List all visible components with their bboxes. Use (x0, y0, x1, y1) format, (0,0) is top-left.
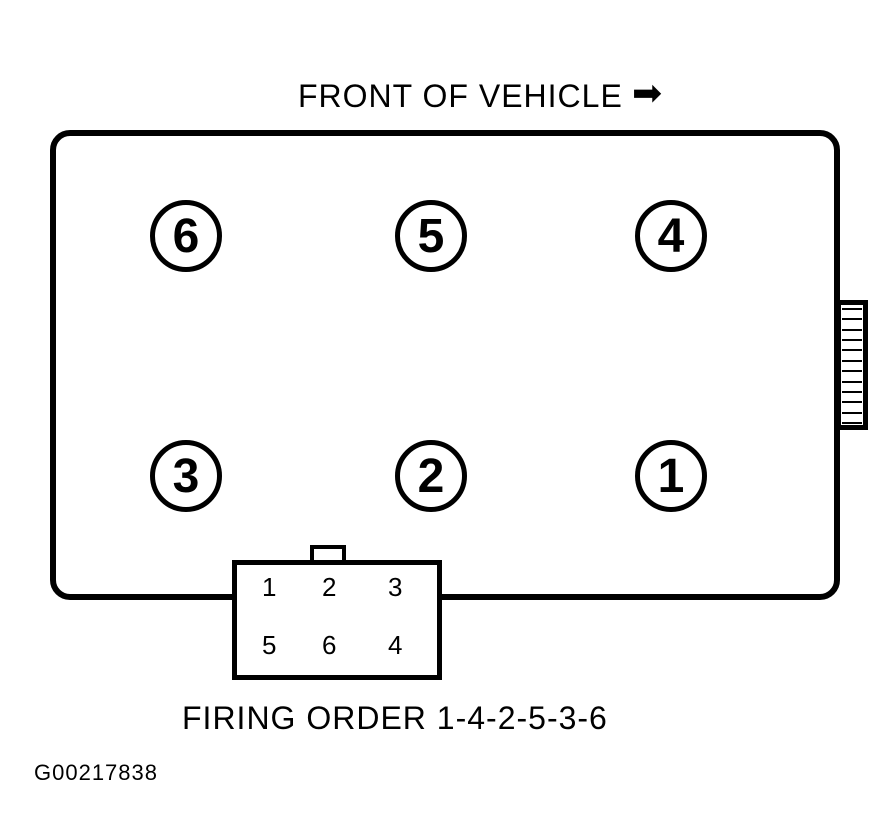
arrow-right-icon: ➡ (632, 72, 662, 114)
cylinder-label: 5 (418, 209, 445, 264)
cylinder-label: 6 (173, 209, 200, 264)
side-connector-tick (842, 381, 862, 383)
connector-pin-2: 2 (322, 572, 336, 603)
engine-outline (50, 130, 840, 600)
cylinder-2: 2 (395, 440, 467, 512)
cylinder-label: 2 (418, 449, 445, 504)
cylinder-label: 4 (658, 209, 685, 264)
side-connector-tick (842, 391, 862, 393)
cylinder-4: 4 (635, 200, 707, 272)
connector-pin-6: 6 (322, 630, 336, 661)
side-connector-tick (842, 360, 862, 362)
side-connector-tick (842, 422, 862, 424)
side-connector-tick (842, 318, 862, 320)
cylinder-label: 1 (658, 449, 685, 504)
firing-order-label: FIRING ORDER 1-4-2-5-3-6 (182, 700, 608, 737)
connector-pin-1: 1 (262, 572, 276, 603)
connector-pin-3: 3 (388, 572, 402, 603)
part-number-label: G00217838 (34, 760, 158, 786)
connector-pin-4: 4 (388, 630, 402, 661)
cylinder-label: 3 (173, 449, 200, 504)
cylinder-3: 3 (150, 440, 222, 512)
connector-pin-5: 5 (262, 630, 276, 661)
front-of-vehicle-label: FRONT OF VEHICLE (298, 78, 623, 115)
side-connector-tick (842, 329, 862, 331)
side-connector-tick (842, 401, 862, 403)
side-connector-tick (842, 370, 862, 372)
side-connector-tick (842, 308, 862, 310)
cylinder-6: 6 (150, 200, 222, 272)
cylinder-1: 1 (635, 440, 707, 512)
side-connector-tick (842, 412, 862, 414)
cylinder-5: 5 (395, 200, 467, 272)
diagram-canvas: FRONT OF VEHICLE ➡ 6 5 4 3 2 1 1 2 3 5 6… (0, 0, 892, 836)
side-connector-tick (842, 339, 862, 341)
side-connector-tick (842, 349, 862, 351)
